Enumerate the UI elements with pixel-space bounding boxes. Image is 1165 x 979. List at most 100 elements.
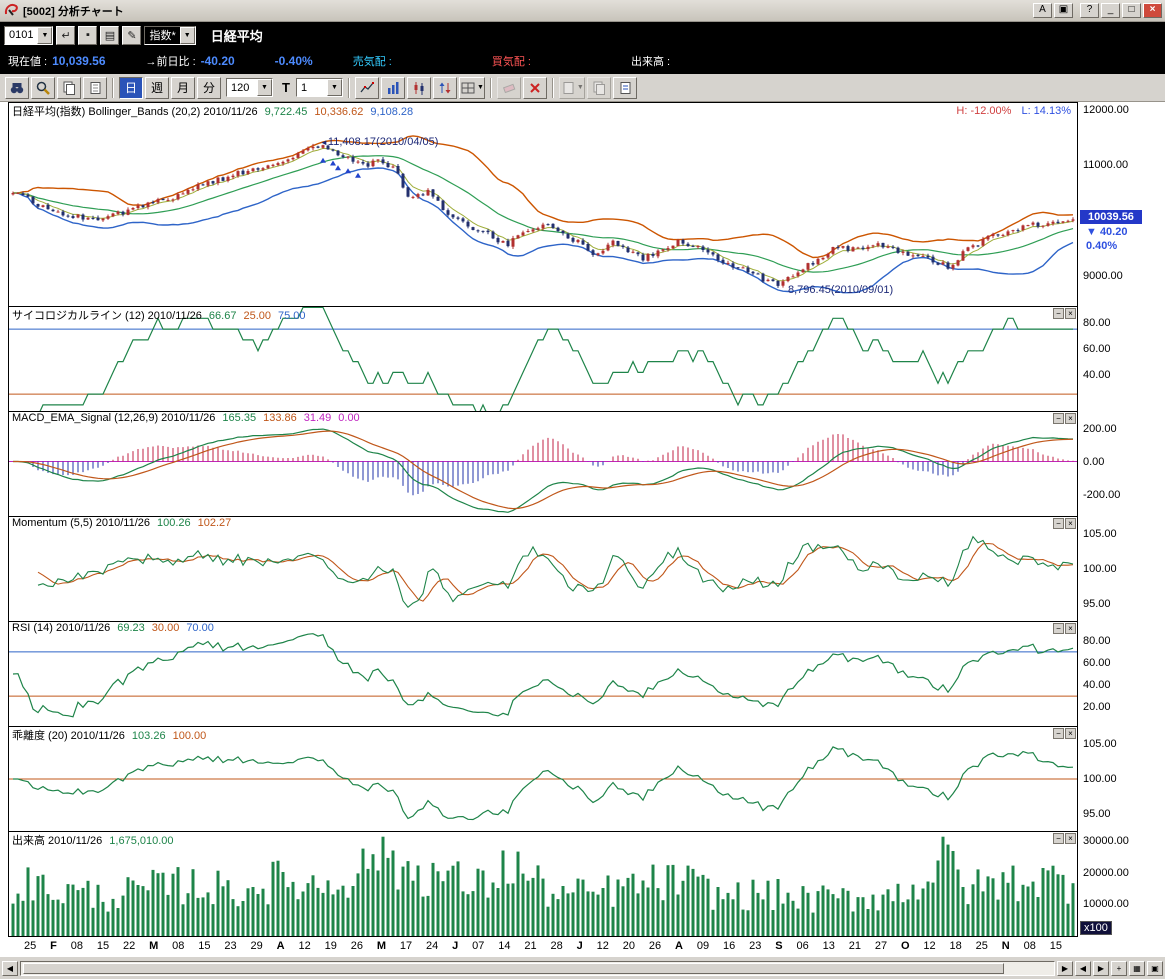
a-button[interactable]: A — [1033, 3, 1052, 18]
panel-rsi-header-value: 70.00 — [186, 622, 214, 634]
eraser-icon[interactable] — [497, 77, 521, 99]
panel-close-button[interactable]: × — [1065, 833, 1076, 844]
delete-x-icon[interactable] — [523, 77, 547, 99]
panel-minimize-button[interactable]: − — [1053, 413, 1064, 424]
save-layout-icon[interactable]: ▼ — [559, 77, 585, 99]
grid-view-button[interactable]: ▦ — [1129, 961, 1145, 976]
chevron-down-icon: ▼ — [477, 84, 484, 91]
chevron-down-icon: ▼ — [577, 84, 584, 91]
chevron-down-icon[interactable]: ▼ — [180, 27, 195, 44]
zoom-in-button[interactable]: + — [1111, 961, 1127, 976]
panel-rsi-plot[interactable] — [9, 622, 1077, 726]
panel-volume-header: 出来高 2010/11/261,675,010.00 — [12, 832, 181, 848]
axis-tick-label: 60.00 — [1083, 657, 1111, 669]
panel-kairi-header-value: 103.26 — [132, 730, 166, 742]
panel-macd-header-value: 0.00 — [338, 412, 359, 424]
scroll-right-button[interactable]: ▶ — [1057, 961, 1073, 976]
axis-tick-label: 200.00 — [1083, 423, 1117, 435]
bar-chart-icon[interactable] — [381, 77, 405, 99]
panel-minimize-button[interactable]: − — [1053, 833, 1064, 844]
panel-macd-plot[interactable] — [9, 412, 1077, 516]
export-icon[interactable] — [613, 77, 637, 99]
period-minute-button[interactable]: 分 — [197, 77, 221, 99]
panel-momentum-plot[interactable] — [9, 517, 1077, 621]
interval-value: 1 — [297, 82, 327, 94]
price-change-tag: ▼ 40.20 — [1086, 226, 1127, 238]
help-button[interactable]: ? — [1080, 3, 1099, 18]
copy-icon[interactable] — [57, 77, 81, 99]
code-combo[interactable]: 0101 ▼ — [4, 26, 53, 45]
nav-prev-button[interactable]: ◀ — [1075, 961, 1091, 976]
panel-macd-header: MACD_EMA_Signal (12,26,9) 2010/11/26165.… — [12, 412, 367, 424]
peak-label: 11,408.17(2010/04/05) — [328, 136, 439, 148]
panel-close-button[interactable]: × — [1065, 518, 1076, 529]
index-type-combo[interactable]: 指数* ▼ — [144, 26, 195, 45]
copy-layout-icon[interactable] — [587, 77, 611, 99]
chevron-down-icon[interactable]: ▼ — [257, 79, 272, 96]
panel-minimize-button[interactable]: − — [1053, 518, 1064, 529]
interval-combo[interactable]: 1 ▼ — [296, 78, 343, 97]
grid-settings-icon[interactable]: ▼ — [459, 77, 485, 99]
period-month-button[interactable]: 月 — [171, 77, 195, 99]
close-button[interactable]: × — [1143, 3, 1162, 18]
panel-momentum-header: Momentum (5,5) 2010/11/26100.26102.27 — [12, 517, 238, 529]
nav-next-button[interactable]: ▶ — [1093, 961, 1109, 976]
panel-kairi-header-value: 100.00 — [173, 730, 207, 742]
axis-tick-label: 40.00 — [1083, 369, 1111, 381]
panel-momentum-header-value: Momentum (5,5) 2010/11/26 — [12, 517, 150, 529]
panel-close-button[interactable]: × — [1065, 623, 1076, 634]
minimize-button[interactable]: _ — [1101, 3, 1120, 18]
enter-button[interactable]: ↵ — [56, 26, 75, 45]
panel-close-button[interactable]: × — [1065, 308, 1076, 319]
axis-tick-label: 80.00 — [1083, 635, 1111, 647]
panel-minimize-button[interactable]: − — [1053, 623, 1064, 634]
chevron-down-icon[interactable]: ▼ — [327, 79, 342, 96]
updown-arrows-icon[interactable] — [433, 77, 457, 99]
panel-minimize-button[interactable]: − — [1053, 728, 1064, 739]
x-axis-labels: 25F081522M08152329A121926M1724J07142128J… — [8, 937, 1078, 957]
chevron-down-icon[interactable]: ▼ — [37, 27, 52, 44]
panel-macd: MACD_EMA_Signal (12,26,9) 2010/11/26165.… — [8, 412, 1078, 517]
x-axis-label: 06 — [796, 940, 808, 957]
panels-column: 日経平均(指数) Bollinger_Bands (20,2) 2010/11/… — [8, 102, 1078, 957]
axis-tick-label: 105.00 — [1083, 528, 1117, 540]
panel-price-header-value: 10,336.62 — [314, 106, 363, 118]
panel-momentum-header-value: 102.27 — [198, 517, 232, 529]
x-axis-label: 16 — [723, 940, 735, 957]
scrollbar-track[interactable] — [20, 961, 1055, 976]
x-axis-label: 20 — [623, 940, 635, 957]
panel-psychological: サイコロジカルライン (12) 2010/11/2666.6725.0075.0… — [8, 307, 1078, 412]
panel-close-button[interactable]: × — [1065, 413, 1076, 424]
ask-label: 売気配 : — [353, 53, 392, 69]
bar-count-combo[interactable]: 120 ▼ — [226, 78, 273, 97]
memo-button[interactable]: ▤ — [100, 26, 119, 45]
binoculars-icon[interactable] — [5, 77, 29, 99]
low-percent-label: L: 14.13% — [1021, 105, 1071, 117]
maximize-button[interactable]: □ — [1122, 3, 1141, 18]
panel-price-plot[interactable] — [9, 103, 1077, 307]
line-chart-icon[interactable] — [355, 77, 379, 99]
window-mode-button[interactable]: ▣ — [1054, 3, 1073, 18]
chart-panels: 日経平均(指数) Bollinger_Bands (20,2) 2010/11/… — [8, 102, 1078, 937]
peak-arrow-icon: ◄ — [320, 138, 328, 147]
period-day-button[interactable]: 日 — [119, 77, 143, 99]
layout-view-button[interactable]: ▣ — [1147, 961, 1163, 976]
panel-psychological-header-value: サイコロジカルライン (12) 2010/11/26 — [12, 310, 202, 322]
panel-rsi: RSI (14) 2010/11/2669.2330.0070.00−× — [8, 622, 1078, 727]
x-axis-label: 25 — [976, 940, 988, 957]
x-axis-label: 08 — [172, 940, 184, 957]
pin-button[interactable]: ▪ — [78, 26, 97, 45]
period-week-button[interactable]: 週 — [145, 77, 169, 99]
scrollbar-thumb[interactable] — [23, 963, 1004, 974]
edit-button[interactable]: ✎ — [122, 26, 141, 45]
panel-close-button[interactable]: × — [1065, 728, 1076, 739]
panel-minimize-button[interactable]: − — [1053, 308, 1064, 319]
titlebar[interactable]: [5002] 分析チャート A ▣ ? _ □ × — [0, 0, 1165, 22]
scroll-left-button[interactable]: ◀ — [2, 961, 18, 976]
candlestick-chart-icon[interactable] — [407, 77, 431, 99]
peak-annotation: ◄11,408.17(2010/04/05) — [320, 136, 438, 148]
zoom-icon[interactable] — [31, 77, 55, 99]
duplicate-icon[interactable] — [83, 77, 107, 99]
separator — [552, 78, 554, 98]
panel-macd-header-value: MACD_EMA_Signal (12,26,9) 2010/11/26 — [12, 412, 215, 424]
